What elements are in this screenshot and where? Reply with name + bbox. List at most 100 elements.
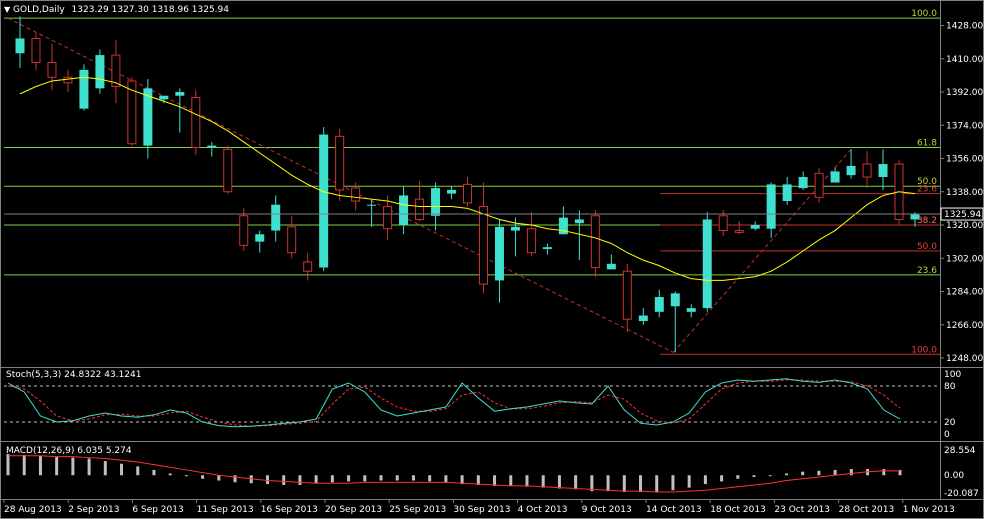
macd-histogram-bar [509, 475, 513, 486]
stoch-tick-label: 0 [944, 430, 950, 440]
macd-histogram-bar [833, 469, 837, 476]
date-label: 16 Sep 2013 [261, 505, 318, 515]
macd-histogram-bar [298, 475, 302, 485]
macd-histogram-bar [184, 475, 188, 477]
price-tick-label: 1392.00 [946, 88, 983, 98]
fib-level-label: 61.8 [917, 138, 937, 148]
macd-histogram-bar [168, 473, 172, 476]
macd-histogram-bar [574, 475, 578, 490]
candle-body [255, 234, 265, 242]
candle-body [351, 187, 361, 202]
macd-histogram-bar [428, 475, 432, 482]
macd-histogram-bar [103, 461, 107, 476]
macd-histogram-bar [152, 469, 156, 476]
macd-histogram-bar [476, 475, 480, 485]
macd-histogram-bar [265, 475, 269, 485]
macd-histogram-bar [282, 475, 286, 485]
price-tick-label: 1266.00 [946, 321, 983, 331]
candle-body [862, 163, 872, 178]
price-tick-label: 1284.00 [946, 288, 983, 298]
candle-body [271, 204, 281, 231]
fib-level-label: 50.0 [917, 177, 937, 187]
price-tick-label: 1338.00 [946, 188, 983, 198]
macd-histogram-bar [493, 475, 497, 486]
stoch-tick-label: 20 [944, 418, 956, 428]
macd-histogram-bar [768, 475, 772, 477]
macd-tick-label: -20.087 [944, 489, 979, 499]
stochastic-panel [4, 378, 940, 428]
last-price-box [940, 207, 984, 221]
macd-tick-label: 0.00 [944, 471, 964, 481]
fib-level-label: 38.2 [917, 216, 937, 226]
candle-body [239, 215, 249, 246]
candle-body [846, 165, 856, 176]
candle-body [478, 206, 488, 285]
price-tick-label: 1356.00 [946, 155, 983, 165]
date-label: 6 Sep 2013 [132, 505, 183, 515]
macd-histogram-bar [22, 454, 26, 476]
candle-body [447, 189, 457, 194]
candle-body [766, 184, 776, 229]
macd-signal-line [8, 455, 900, 493]
macd-histogram-bar [136, 466, 140, 476]
candle-body [303, 261, 313, 272]
macd-histogram-bar [379, 475, 383, 481]
candle-body [31, 37, 41, 63]
candle-body [622, 270, 632, 320]
stoch-tick-label: 80 [944, 382, 956, 392]
ohlc-readout: 1323.29 1327.30 1318.96 1325.94 [71, 5, 229, 15]
fib-level-label: 23.6 [917, 185, 937, 195]
candle-body [175, 92, 185, 96]
macd-histogram-bar [363, 475, 367, 482]
candle-body [670, 293, 680, 307]
date-label: 25 Sep 2013 [389, 505, 446, 515]
candle-body [335, 135, 345, 191]
candle-body [542, 247, 552, 250]
macd-histogram-bar [38, 455, 42, 476]
candle-body [287, 226, 297, 254]
price-tick-label: 1302.00 [946, 254, 983, 264]
macd-histogram-bar [330, 475, 334, 483]
candle-body [367, 204, 377, 206]
candle-body [319, 134, 329, 268]
symbol-label: GOLD,Daily [13, 5, 65, 15]
candle-body [191, 97, 201, 148]
date-label: 2 Sep 2013 [68, 505, 119, 515]
chevron-down-icon[interactable]: ▼ [4, 5, 11, 14]
date-label: 9 Oct 2013 [582, 505, 632, 515]
candle-body [431, 188, 441, 216]
candle-body [63, 76, 73, 84]
macd-histogram-bar [395, 475, 399, 481]
macd-histogram-bar [460, 475, 464, 485]
date-label: 28 Aug 2013 [4, 505, 62, 515]
macd-histogram-bar [55, 456, 59, 476]
candle-body [606, 263, 616, 270]
macd-histogram-bar [217, 475, 221, 481]
date-label: 30 Sep 2013 [453, 505, 510, 515]
candle-body [415, 198, 425, 220]
macd-histogram-bar [671, 475, 675, 491]
candle-body [574, 219, 584, 224]
candle-body [814, 172, 824, 198]
candle-body [143, 88, 153, 146]
candle-body [798, 176, 808, 189]
candle-body [494, 226, 504, 281]
candle-body [718, 215, 728, 232]
price-tick-label: 1410.00 [946, 55, 983, 65]
candle-body [95, 55, 105, 89]
candle-body [159, 95, 169, 100]
candle-body [782, 184, 792, 202]
macd-histogram-bar [898, 469, 902, 476]
price-tick-label: 1248.00 [946, 354, 983, 364]
macd-histogram-bar [801, 471, 805, 476]
date-label: 23 Oct 2013 [774, 505, 830, 515]
candle-body [638, 315, 648, 322]
macd-tick-label: 28.554 [944, 446, 976, 456]
macd-histogram-bar [736, 475, 740, 479]
macd-histogram-bar [87, 458, 91, 476]
macd-histogram-bar [817, 470, 821, 476]
macd-histogram-bar [557, 475, 561, 489]
macd-histogram-bar [784, 473, 788, 476]
